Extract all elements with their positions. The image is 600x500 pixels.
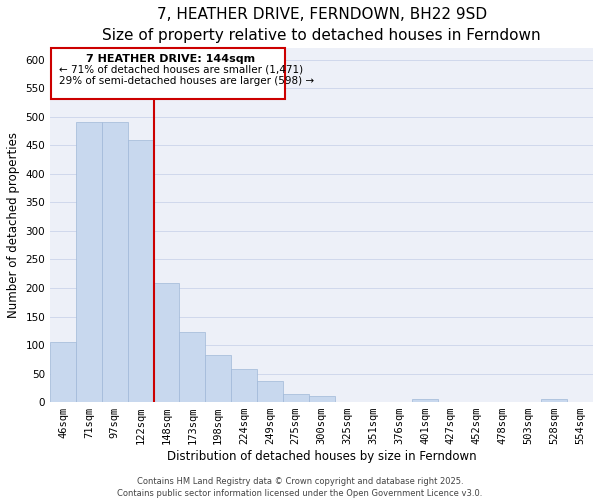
Bar (52, 48, 286, 98)
Text: Contains HM Land Registry data © Crown copyright and database right 2025.
Contai: Contains HM Land Registry data © Crown c… (118, 476, 482, 498)
Text: ← 71% of detached houses are smaller (1,471): ← 71% of detached houses are smaller (1,… (59, 64, 303, 74)
Bar (205, 355, 231, 402)
Text: 29% of semi-detached houses are larger (598) →: 29% of semi-detached houses are larger (… (59, 76, 314, 86)
Bar (102, 122, 128, 402)
Bar (541, 400, 567, 402)
Bar (231, 369, 257, 402)
Bar (50, 342, 76, 402)
Bar (412, 400, 438, 402)
Bar (179, 332, 205, 402)
Y-axis label: Number of detached properties: Number of detached properties (7, 132, 20, 318)
Title: 7, HEATHER DRIVE, FERNDOWN, BH22 9SD
Size of property relative to detached house: 7, HEATHER DRIVE, FERNDOWN, BH22 9SD Siz… (102, 7, 541, 43)
Bar (128, 140, 154, 402)
Bar (154, 284, 179, 402)
Bar (308, 396, 335, 402)
Bar (257, 381, 283, 402)
X-axis label: Distribution of detached houses by size in Ferndown: Distribution of detached houses by size … (167, 450, 476, 463)
Bar (76, 122, 102, 402)
Text: 7 HEATHER DRIVE: 144sqm: 7 HEATHER DRIVE: 144sqm (86, 54, 256, 64)
Bar (283, 394, 308, 402)
